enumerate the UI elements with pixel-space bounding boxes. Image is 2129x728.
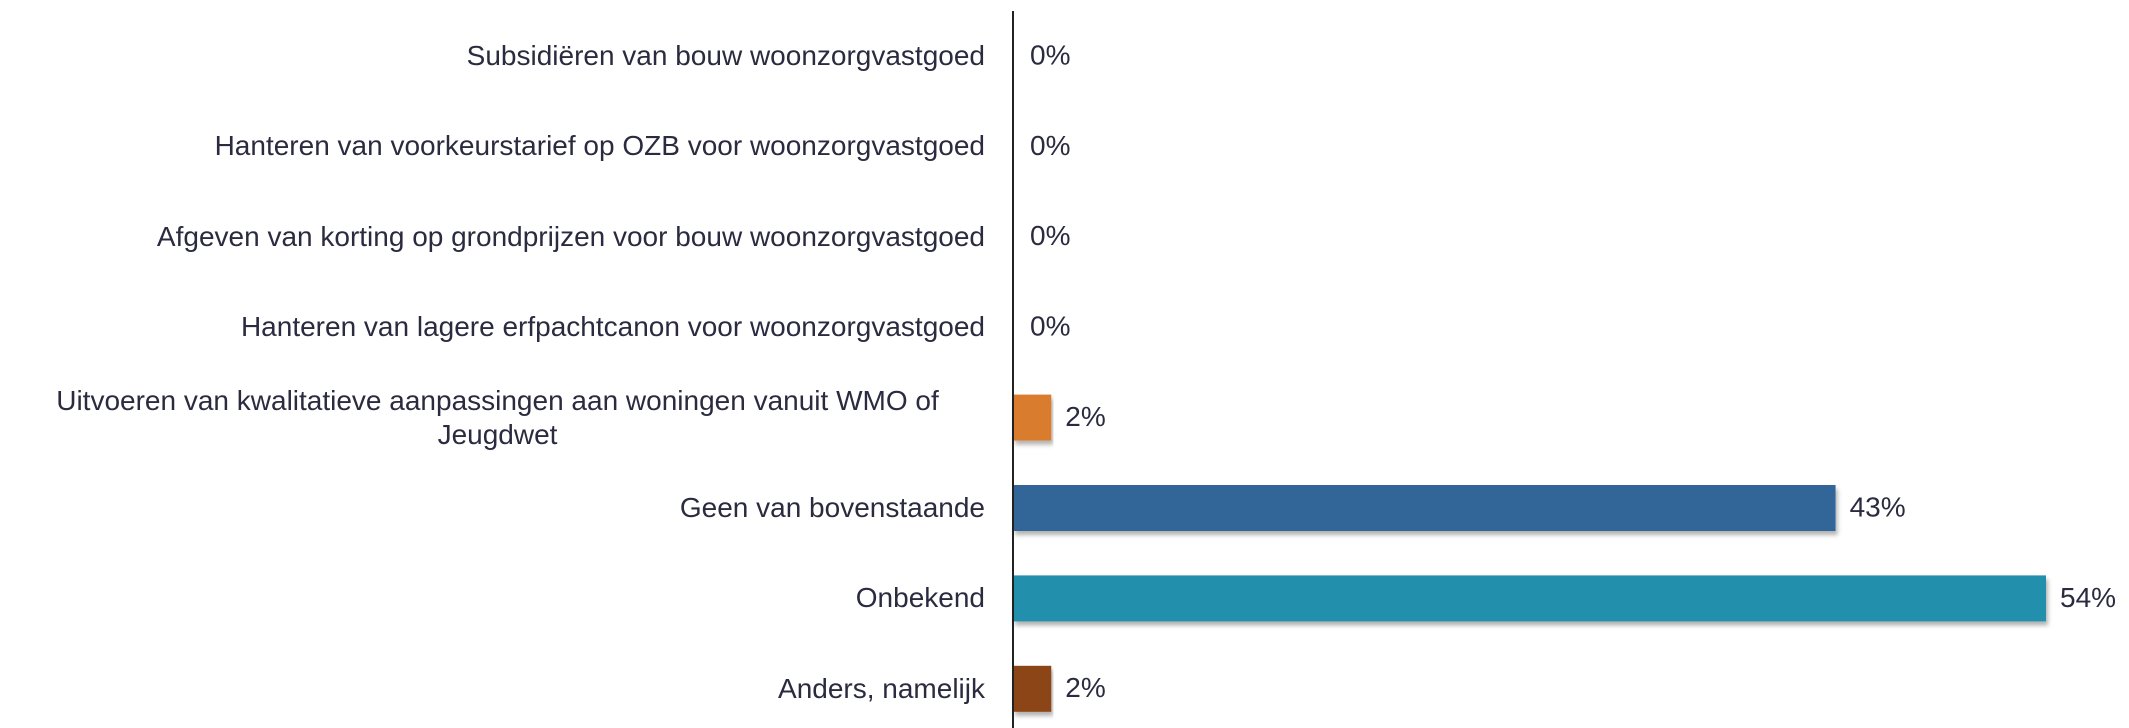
category-label: Afgeven van korting op grondprijzen voor… [156, 220, 985, 252]
category-label: Anders, namelijk [778, 672, 985, 704]
category-label: Subsidiëren van bouw woonzorgvastgoed [466, 40, 985, 71]
category-label: Hanteren van lagere erfpachtcanon voor w… [240, 311, 985, 343]
value-label: 0% [1030, 39, 1070, 70]
bar [1013, 485, 1836, 531]
bar [1013, 575, 2046, 622]
category-label: Geen van bovenstaande [679, 492, 985, 523]
bar [1013, 394, 1052, 441]
bar [1013, 665, 1052, 712]
value-label: 43% [1850, 491, 1906, 522]
category-label: Hanteren van voorkeurstarief op OZB voor… [214, 130, 985, 162]
value-label: 54% [2060, 582, 2116, 613]
value-label: 2% [1065, 672, 1105, 703]
category-label: Onbekend [855, 582, 985, 614]
value-label: 0% [1030, 220, 1070, 251]
value-label: 0% [1030, 311, 1070, 342]
category-label: Uitvoeren van kwalitatieve aanpassingen … [56, 384, 939, 450]
value-label: 2% [1065, 401, 1105, 432]
value-label: 0% [1030, 130, 1070, 161]
